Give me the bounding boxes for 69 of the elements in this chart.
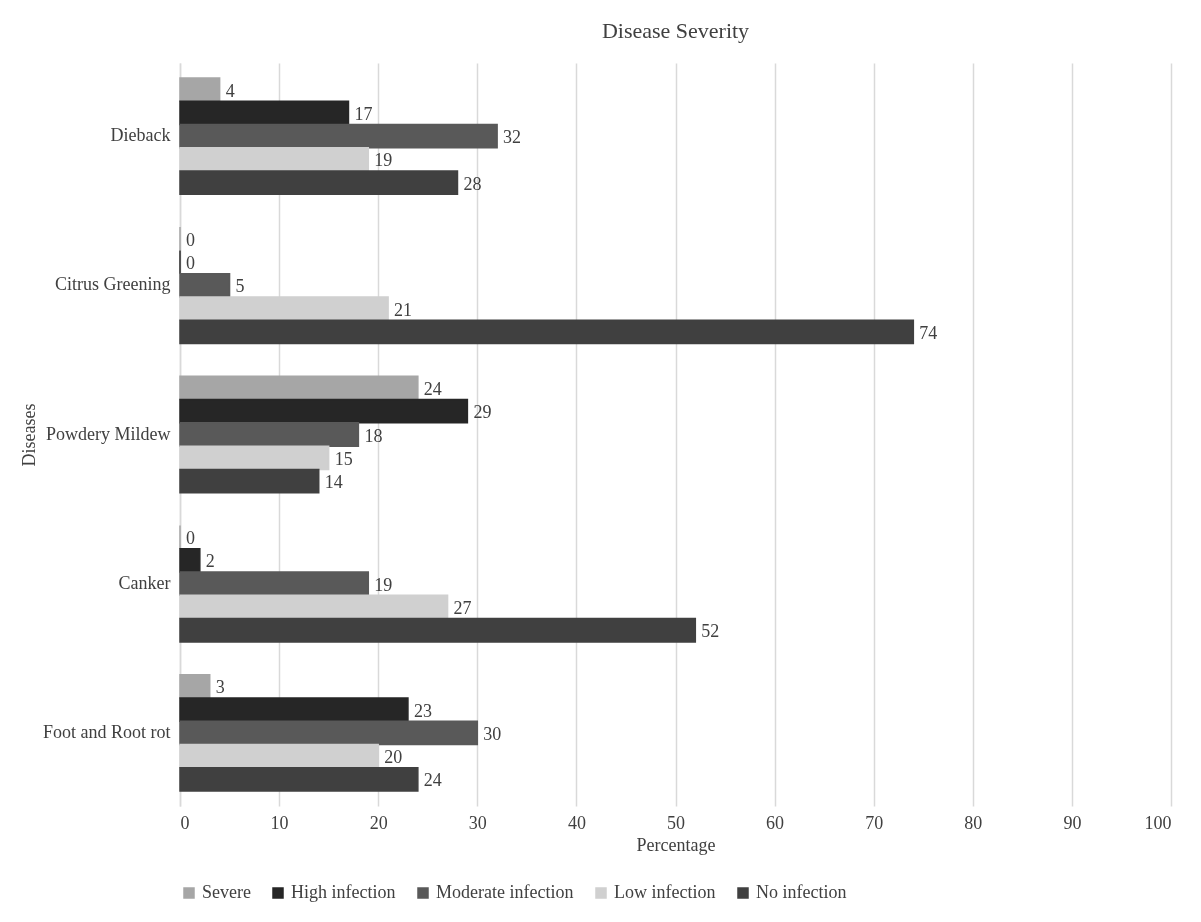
bar xyxy=(179,375,419,401)
x-tick-label: 90 xyxy=(1063,812,1082,833)
data-label: 15 xyxy=(334,448,353,469)
x-tick-label: 0 xyxy=(180,812,190,833)
y-tick-label: Citrus Greening xyxy=(55,274,171,295)
legend-label: Low infection xyxy=(614,882,716,902)
data-label: 19 xyxy=(374,150,393,171)
bar xyxy=(179,468,320,494)
bar xyxy=(179,272,231,298)
legend-label: Severe xyxy=(202,882,251,902)
data-label: 4 xyxy=(225,80,235,101)
data-label: 29 xyxy=(473,402,492,423)
y-tick-label: Dieback xyxy=(110,125,171,146)
data-label: 23 xyxy=(413,700,432,721)
y-tick-label: Powdery Mildew xyxy=(46,423,171,444)
data-label: 18 xyxy=(364,425,383,446)
x-tick-label: 70 xyxy=(865,812,884,833)
bar xyxy=(179,319,915,345)
legend-label: High infection xyxy=(291,882,396,902)
bar xyxy=(179,77,221,102)
data-label: 2 xyxy=(205,551,215,572)
bar xyxy=(179,123,498,149)
x-tick-label: 60 xyxy=(766,812,785,833)
x-tick-label: 30 xyxy=(468,812,487,833)
bar xyxy=(179,571,370,597)
data-label: 0 xyxy=(186,253,195,274)
bar xyxy=(179,617,697,643)
bar xyxy=(179,673,211,699)
x-axis-title: Percentage xyxy=(636,834,716,855)
data-label: 28 xyxy=(463,173,482,194)
x-tick-label: 80 xyxy=(964,812,983,833)
data-label: 0 xyxy=(186,229,195,250)
y-tick-label: Foot and Root rot xyxy=(42,721,171,742)
chart-title: Disease Severity xyxy=(601,18,750,43)
data-label: 24 xyxy=(423,770,442,791)
bar xyxy=(179,170,459,196)
x-tick-label: 50 xyxy=(667,812,685,833)
bar xyxy=(179,422,360,447)
data-label: 0 xyxy=(186,528,195,549)
x-tick-label: 40 xyxy=(567,812,586,833)
legend-label: Moderate infection xyxy=(436,882,574,902)
bar xyxy=(179,720,479,746)
bar xyxy=(179,100,350,126)
data-label: 74 xyxy=(919,322,938,343)
x-tick-label: 100 xyxy=(1144,812,1172,833)
bar xyxy=(179,445,330,471)
data-label: 20 xyxy=(384,747,403,768)
bar xyxy=(179,743,379,769)
bar xyxy=(179,146,370,172)
y-tick-label: Canker xyxy=(118,572,171,593)
bar xyxy=(179,548,201,573)
bar xyxy=(179,398,469,424)
data-label: 21 xyxy=(394,299,413,320)
data-label: 30 xyxy=(483,723,502,744)
data-label: 52 xyxy=(701,621,720,642)
y-axis-title: Diseases xyxy=(19,403,39,467)
data-label: 5 xyxy=(235,276,245,297)
data-label: 17 xyxy=(354,103,373,124)
bar xyxy=(179,767,419,792)
data-label: 32 xyxy=(503,127,522,148)
data-label: 14 xyxy=(324,472,343,493)
bar xyxy=(179,697,409,723)
legend-label: No infection xyxy=(756,882,847,902)
data-label: 24 xyxy=(423,378,442,399)
x-tick-label: 20 xyxy=(369,812,388,833)
data-label: 27 xyxy=(453,597,472,618)
data-label: 3 xyxy=(215,677,225,698)
x-tick-label: 10 xyxy=(270,812,289,833)
data-label: 19 xyxy=(374,574,393,595)
